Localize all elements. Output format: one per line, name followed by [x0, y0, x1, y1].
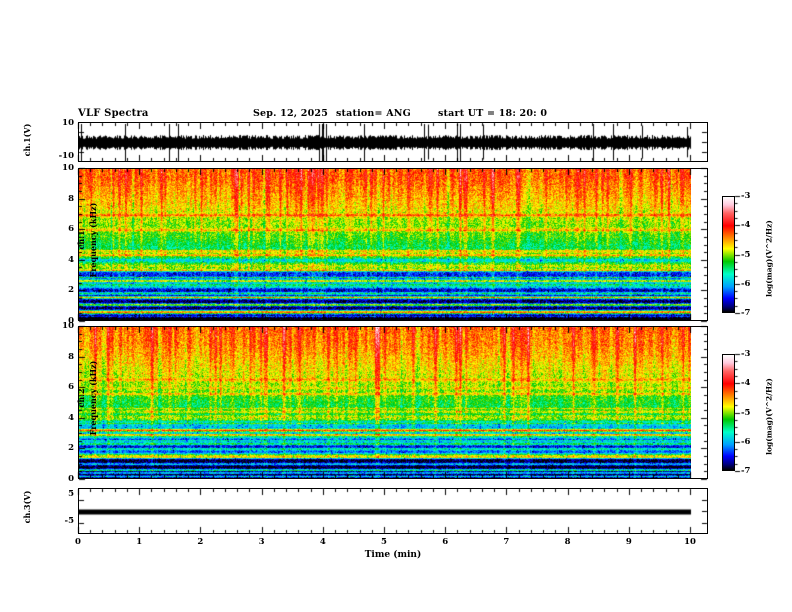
- x-axis-tick-label: 10: [684, 537, 696, 547]
- colorbar-tick-label: -3: [741, 349, 751, 359]
- colorbar-tick-label: -6: [741, 436, 751, 447]
- x-axis-tick-label: 0: [75, 537, 81, 547]
- x-axis-tick-label: 7: [503, 537, 510, 547]
- ch1-spectrogram-image: [79, 169, 691, 320]
- colorbar-tick-label: -4: [741, 378, 751, 389]
- ch1-voltage-ytick-bottom: -10: [58, 151, 74, 161]
- ch2-spectrogram-axis-label-line1: ch.2: [76, 388, 86, 408]
- ch1-voltage-axis-label: ch.1(V): [22, 123, 32, 157]
- ch3-voltage-ytick-top: 5: [68, 489, 74, 499]
- colorbar-ch2: [722, 354, 735, 471]
- panel-ch3-voltage: [78, 488, 708, 534]
- y-axis-tick-label: 4: [68, 412, 74, 423]
- x-axis-tick-label: 1: [136, 537, 143, 547]
- y-axis-tick-label: 8: [68, 193, 74, 204]
- y-axis-tick-label: 6: [68, 382, 74, 393]
- colorbar-tick-label: -5: [741, 249, 751, 260]
- figure-header: VLF Spectra Sep. 12, 2025 station= ANG s…: [78, 108, 708, 122]
- ch3-voltage-ytick-bottom: -5: [64, 516, 74, 526]
- ch1-voltage-trace: [79, 123, 707, 161]
- colorbar-tick-label: -7: [741, 466, 751, 476]
- y-axis-tick-label: 10: [62, 163, 74, 173]
- ch2-spectrogram-axis-label-line2: Frequency (kHz): [88, 360, 98, 436]
- x-axis-tick-label: 9: [625, 537, 632, 547]
- y-axis-tick-label: 2: [68, 285, 74, 296]
- ch1-voltage-ytick-top: 10: [62, 118, 74, 128]
- colorbar-ch1-gradient: [723, 197, 734, 312]
- colorbar-tick-label: -5: [741, 407, 751, 418]
- x-axis-tick-label: 4: [319, 537, 326, 547]
- ch3-voltage-axis-label: ch.3(V): [22, 490, 32, 524]
- ch3-voltage-trace: [79, 489, 707, 533]
- colorbar-tick-label: -4: [741, 220, 751, 231]
- x-axis-tick-label: 2: [197, 537, 204, 547]
- y-axis-tick-label: 10: [62, 321, 74, 331]
- panel-ch1-spectrogram: [78, 168, 708, 321]
- y-axis-tick-label: 0: [68, 474, 74, 484]
- x-axis-tick-label: 5: [381, 537, 387, 547]
- y-axis-tick-label: 6: [68, 224, 74, 235]
- x-axis-label: Time (min): [364, 550, 422, 560]
- colorbar-ch2-label: log(mag)(V^2/Hz): [764, 378, 774, 455]
- colorbar-tick-label: -3: [741, 191, 751, 201]
- ch2-spectrogram-image: [79, 327, 691, 478]
- y-axis-tick-label: 2: [68, 443, 74, 454]
- x-axis-tick-label: 6: [442, 537, 449, 547]
- figure-title: VLF Spectra: [78, 108, 149, 119]
- colorbar-ch1-label: log(mag)(V^2/Hz): [764, 220, 774, 297]
- y-axis-tick-label: 4: [68, 254, 74, 265]
- figure-station: station= ANG: [336, 108, 411, 119]
- colorbar-ch2-gradient: [723, 355, 734, 470]
- colorbar-ch1: [722, 196, 735, 313]
- y-axis-tick-label: 8: [68, 351, 74, 362]
- figure-date: Sep. 12, 2025: [253, 108, 329, 119]
- panel-ch2-spectrogram: [78, 326, 708, 479]
- x-axis-tick-label: 3: [258, 537, 265, 547]
- colorbar-tick-label: -7: [741, 308, 751, 318]
- ch1-spectrogram-axis-label-line1: ch.1: [76, 230, 86, 250]
- x-axis-tick-label: 8: [564, 537, 571, 547]
- ch1-spectrogram-axis-label-line2: Frequency (kHz): [88, 202, 98, 278]
- colorbar-tick-label: -6: [741, 278, 751, 289]
- figure-start-ut: start UT = 18: 20: 0: [438, 108, 548, 119]
- panel-ch1-voltage: [78, 122, 708, 162]
